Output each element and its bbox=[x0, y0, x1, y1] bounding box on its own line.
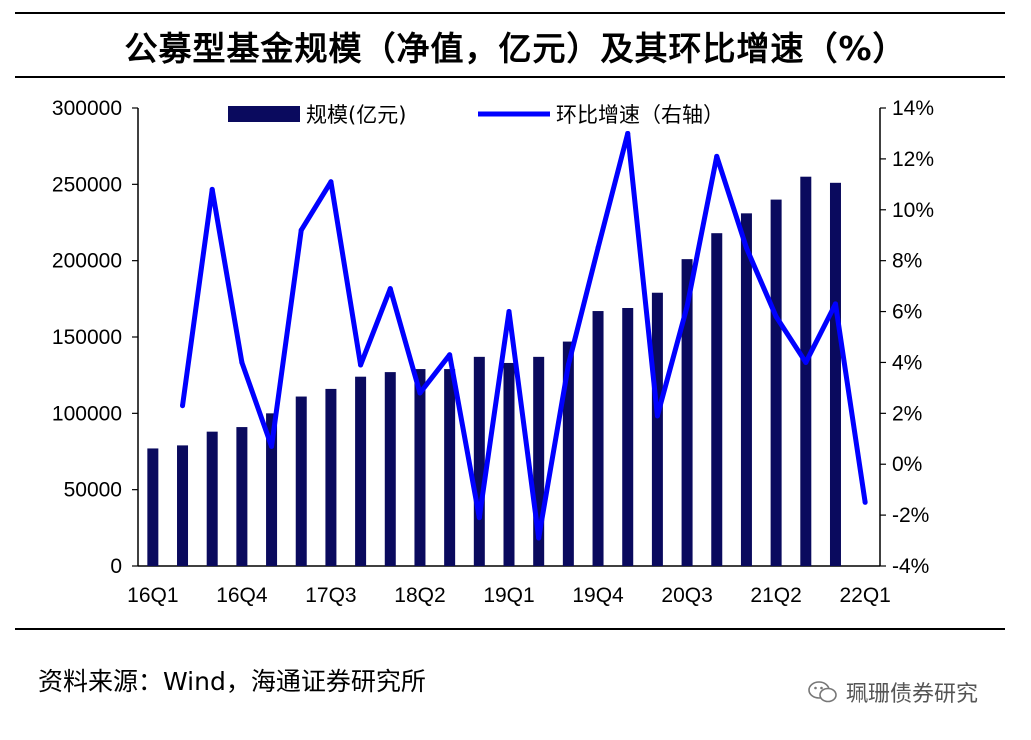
growth-point bbox=[714, 153, 720, 159]
bar bbox=[473, 356, 485, 566]
growth-point bbox=[536, 535, 542, 541]
right-tick-label: 8% bbox=[892, 250, 922, 273]
growth-point bbox=[654, 413, 660, 419]
bar bbox=[592, 311, 604, 566]
growth-point bbox=[773, 314, 779, 320]
growth-point bbox=[565, 362, 571, 368]
growth-point bbox=[684, 303, 690, 309]
x-tick-label: 22Q1 bbox=[839, 584, 890, 607]
right-tick-label: 6% bbox=[892, 301, 922, 324]
bar bbox=[622, 307, 634, 566]
x-tick-label: 19Q1 bbox=[483, 584, 534, 607]
bar bbox=[177, 445, 189, 566]
right-tick-label: 0% bbox=[892, 453, 922, 476]
legend-bar-label: 规模(亿元) bbox=[306, 103, 406, 127]
growth-point bbox=[209, 186, 215, 192]
growth-line bbox=[180, 130, 868, 541]
x-tick-label: 16Q4 bbox=[216, 584, 268, 607]
bar bbox=[711, 233, 723, 567]
growth-point bbox=[832, 301, 838, 307]
growth-point bbox=[803, 359, 809, 365]
growth-point bbox=[269, 443, 275, 449]
left-tick-label: 250000 bbox=[52, 173, 122, 196]
right-tick-label: 14% bbox=[892, 97, 934, 120]
left-tick-label: 150000 bbox=[52, 326, 122, 349]
bar bbox=[533, 356, 545, 566]
growth-point bbox=[595, 245, 601, 251]
bar bbox=[147, 448, 159, 566]
chart-area: 0 50000 100000 150000 200000 250000 300000 -4% -… bbox=[52, 97, 934, 607]
bar bbox=[829, 182, 841, 566]
left-tick-label: 0 bbox=[110, 555, 122, 578]
growth-point bbox=[743, 245, 749, 251]
bar bbox=[651, 292, 663, 566]
x-tick-label: 19Q4 bbox=[572, 584, 624, 607]
x-tick-label: 18Q2 bbox=[394, 584, 445, 607]
top-rule bbox=[15, 12, 1005, 14]
bar bbox=[681, 259, 693, 566]
bar bbox=[414, 369, 426, 566]
growth-point bbox=[476, 515, 482, 521]
right-tick-label: 12% bbox=[892, 148, 934, 171]
x-tick-label: 17Q3 bbox=[305, 584, 356, 607]
bar bbox=[562, 341, 574, 566]
bar bbox=[236, 427, 248, 566]
left-tick-label: 300000 bbox=[52, 97, 122, 120]
growth-point bbox=[506, 309, 512, 315]
bar bbox=[325, 388, 337, 566]
bar bbox=[206, 431, 218, 566]
growth-point bbox=[417, 390, 423, 396]
left-tick-label: 50000 bbox=[64, 479, 122, 502]
right-tick-label: -2% bbox=[892, 504, 929, 527]
bar bbox=[295, 396, 307, 566]
growth-point bbox=[328, 179, 334, 185]
growth-point bbox=[625, 130, 631, 136]
right-tick-label: -4% bbox=[892, 555, 929, 578]
right-tick-label: 4% bbox=[892, 351, 922, 374]
x-tick-label: 20Q3 bbox=[661, 584, 712, 607]
growth-point bbox=[862, 499, 868, 505]
bar bbox=[384, 372, 396, 566]
x-tick-label: 16Q1 bbox=[127, 584, 178, 607]
title-underline bbox=[15, 76, 1005, 78]
bar bbox=[355, 376, 367, 566]
source-note: 资料来源：Wind，海通证券研究所 bbox=[38, 667, 426, 696]
right-tick-label: 10% bbox=[892, 199, 934, 222]
bar bbox=[800, 176, 812, 566]
chart-title: 公募型基金规模（净值，亿元）及其环比增速（%） bbox=[124, 29, 907, 68]
x-tick-label: 21Q2 bbox=[750, 584, 801, 607]
growth-point bbox=[358, 362, 364, 368]
left-tick-label: 200000 bbox=[52, 250, 122, 273]
bar bbox=[503, 362, 515, 566]
growth-point bbox=[447, 352, 453, 358]
growth-point bbox=[239, 359, 245, 365]
bar bbox=[444, 369, 456, 566]
wechat-icon bbox=[808, 681, 837, 703]
legend-bar-swatch bbox=[228, 106, 300, 122]
growth-point bbox=[298, 227, 304, 233]
growth-point bbox=[180, 403, 186, 409]
growth-point bbox=[387, 286, 393, 292]
bar bbox=[740, 213, 752, 566]
right-tick-label: 2% bbox=[892, 402, 922, 425]
bottom-rule bbox=[15, 628, 1005, 630]
watermark-text: 珮珊债券研究 bbox=[846, 682, 979, 707]
bar bbox=[266, 413, 278, 566]
watermark: 珮珊债券研究 bbox=[808, 676, 978, 708]
bar bbox=[770, 199, 782, 566]
left-tick-label: 100000 bbox=[52, 402, 122, 425]
legend-line-label: 环比增速（右轴） bbox=[556, 103, 724, 127]
